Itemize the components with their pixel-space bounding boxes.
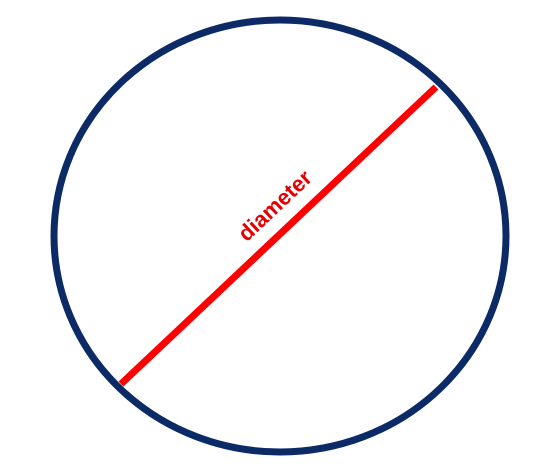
diameter-line: [118, 84, 439, 387]
circle-outline: [50, 16, 510, 456]
diameter-label: diameter: [233, 165, 317, 246]
